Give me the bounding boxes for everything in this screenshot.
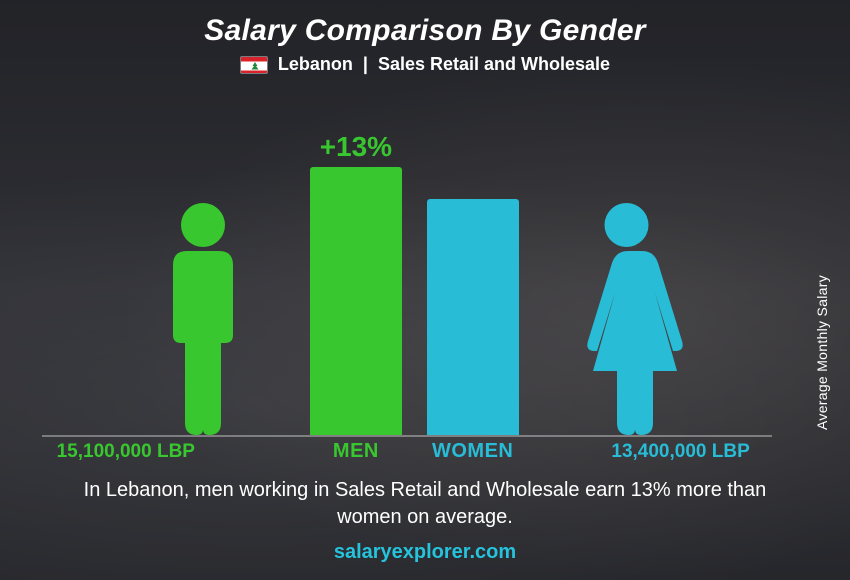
country-label: Lebanon <box>278 54 353 75</box>
pct-difference-label: +13% <box>296 131 416 163</box>
lebanon-flag-icon <box>240 56 268 74</box>
baseline <box>42 435 772 437</box>
caption-text: In Lebanon, men working in Sales Retail … <box>22 467 828 531</box>
subtitle-row: Lebanon | Sales Retail and Wholesale <box>22 54 828 75</box>
page-title: Salary Comparison By Gender <box>22 14 828 48</box>
women-bar <box>427 199 519 435</box>
y-axis-label: Average Monthly Salary <box>814 275 830 430</box>
women-salary-label: 13,400,000 LBP <box>611 441 749 463</box>
source-link[interactable]: salaryexplorer.com <box>22 531 828 564</box>
men-bar-label: MEN <box>333 440 379 463</box>
sector-label: Sales Retail and Wholesale <box>378 54 610 75</box>
female-person-icon <box>559 199 694 435</box>
separator: | <box>363 54 368 75</box>
chart-stage: +13% MEN 15,100,000 LBP <box>42 83 772 437</box>
women-bar-label: WOMEN <box>432 440 513 463</box>
men-bar <box>310 167 402 435</box>
male-person-icon <box>143 199 263 435</box>
men-salary-label: 15,100,000 LBP <box>57 441 195 463</box>
chart-area: Average Monthly Salary +13% MEN 15,100,0… <box>22 83 828 467</box>
infographic-container: Salary Comparison By Gender Lebanon | Sa… <box>0 0 850 580</box>
